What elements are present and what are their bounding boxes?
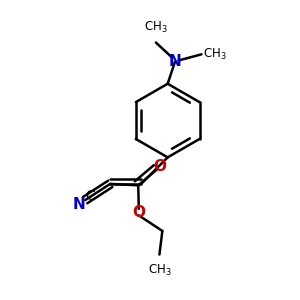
Text: N: N — [72, 197, 85, 212]
Text: N: N — [169, 54, 182, 69]
Text: O: O — [132, 205, 145, 220]
Text: O: O — [153, 159, 166, 174]
Text: CH$_3$: CH$_3$ — [144, 20, 168, 35]
Text: CH$_3$: CH$_3$ — [203, 47, 227, 62]
Text: C: C — [85, 189, 95, 203]
Text: CH$_3$: CH$_3$ — [148, 263, 171, 278]
